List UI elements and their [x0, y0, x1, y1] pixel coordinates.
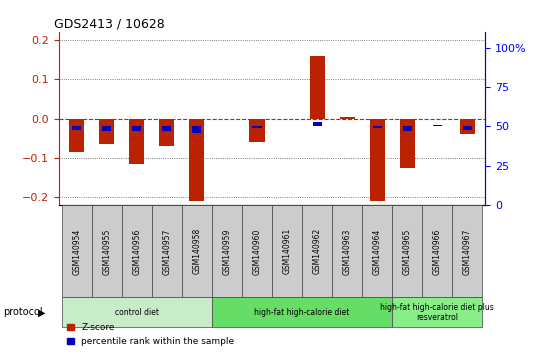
- Bar: [189, 119, 204, 201]
- Text: GSM140954: GSM140954: [72, 228, 81, 275]
- Bar: [403, 126, 412, 131]
- Bar: [152, 205, 182, 297]
- Text: GSM140962: GSM140962: [312, 228, 321, 274]
- Bar: [162, 126, 171, 131]
- Text: GSM140960: GSM140960: [252, 228, 262, 275]
- Text: control diet: control diet: [115, 308, 158, 317]
- Bar: [400, 119, 415, 168]
- Bar: [463, 126, 472, 130]
- Text: GDS2413 / 10628: GDS2413 / 10628: [54, 18, 165, 31]
- Text: GSM140963: GSM140963: [343, 228, 352, 275]
- Bar: [122, 205, 152, 297]
- Bar: [460, 119, 475, 135]
- Text: GSM140964: GSM140964: [373, 228, 382, 275]
- Bar: [212, 297, 392, 327]
- Text: GSM140966: GSM140966: [433, 228, 442, 275]
- Bar: [92, 205, 122, 297]
- Text: protocol: protocol: [3, 307, 42, 318]
- Text: GSM140958: GSM140958: [193, 228, 201, 274]
- Legend: Z-score, percentile rank within the sample: Z-score, percentile rank within the samp…: [63, 320, 238, 349]
- Bar: [132, 126, 141, 131]
- Bar: [310, 56, 325, 119]
- Text: GSM140965: GSM140965: [403, 228, 412, 275]
- Text: GSM140959: GSM140959: [223, 228, 232, 275]
- Bar: [182, 205, 212, 297]
- Text: high-fat high-calorie diet: high-fat high-calorie diet: [254, 308, 350, 317]
- Text: GSM140956: GSM140956: [132, 228, 141, 275]
- Bar: [302, 205, 332, 297]
- Bar: [61, 205, 92, 297]
- Bar: [129, 119, 145, 164]
- Bar: [102, 126, 111, 131]
- Bar: [212, 205, 242, 297]
- Bar: [340, 116, 355, 119]
- Bar: [72, 126, 81, 130]
- Bar: [193, 126, 201, 133]
- Bar: [392, 297, 483, 327]
- Bar: [422, 205, 453, 297]
- Text: GSM140961: GSM140961: [282, 228, 292, 274]
- Bar: [453, 205, 483, 297]
- Text: GSM140955: GSM140955: [102, 228, 111, 275]
- Bar: [99, 119, 114, 144]
- Bar: [370, 119, 385, 201]
- Text: ▶: ▶: [38, 307, 45, 318]
- Bar: [433, 125, 442, 126]
- Bar: [159, 119, 174, 146]
- Text: GSM140967: GSM140967: [463, 228, 472, 275]
- Bar: [242, 205, 272, 297]
- Bar: [392, 205, 422, 297]
- Bar: [252, 126, 262, 128]
- Bar: [332, 205, 362, 297]
- Text: GSM140957: GSM140957: [162, 228, 171, 275]
- Bar: [373, 126, 382, 128]
- Bar: [312, 122, 321, 126]
- Bar: [272, 205, 302, 297]
- Bar: [61, 297, 212, 327]
- Text: high-fat high-calorie diet plus
resveratrol: high-fat high-calorie diet plus resverat…: [381, 303, 494, 322]
- Bar: [249, 119, 264, 142]
- Bar: [362, 205, 392, 297]
- Bar: [69, 119, 84, 152]
